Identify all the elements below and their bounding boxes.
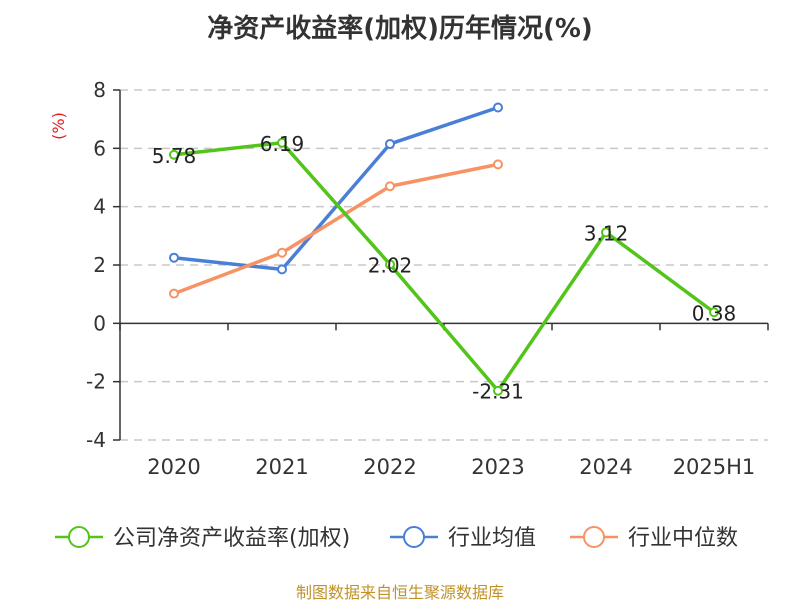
data-point	[385, 259, 395, 270]
data-point	[277, 247, 287, 258]
x-tick-label: 2021	[255, 455, 308, 479]
data-point	[169, 252, 179, 263]
legend-item: 行业中位数	[570, 526, 738, 551]
y-tick-label: 0	[93, 311, 106, 335]
data-point	[709, 307, 719, 318]
data-label: 5.78	[152, 144, 197, 168]
series-line	[173, 105, 499, 272]
data-point	[169, 149, 179, 160]
data-point	[493, 385, 503, 396]
series-layer	[169, 102, 719, 396]
series-1	[169, 102, 503, 275]
x-tick-label: 2024	[579, 455, 632, 479]
legend-marker	[68, 526, 90, 548]
y-axis-label: (%)	[49, 112, 68, 140]
data-point	[493, 159, 503, 170]
y-tick-label: -2	[86, 370, 106, 394]
axis-layer: -4 -2 0 2 4 6 8 (%) 2020 2021 2022 2023 2024 2025H1	[49, 78, 769, 479]
y-tick-label: 2	[93, 253, 106, 277]
data-point	[277, 137, 287, 148]
x-tick-label: 2025H1	[673, 455, 756, 479]
legend-item: 行业均值	[390, 526, 536, 551]
chart-title: 净资产收益率(加权)历年情况(%)	[207, 14, 593, 44]
data-label: 2.02	[368, 253, 413, 277]
data-label: 6.19	[260, 132, 305, 156]
data-source-note: 制图数据来自恒生聚源数据库	[295, 583, 504, 602]
y-tick-label: 8	[93, 78, 106, 102]
x-tick-label: 2023	[471, 455, 524, 479]
legend-label: 行业均值	[448, 526, 536, 551]
legend-marker	[403, 526, 425, 548]
data-label: 0.38	[692, 301, 737, 325]
legend-marker	[583, 526, 605, 548]
data-point	[601, 227, 611, 238]
data-point	[169, 288, 179, 299]
series-2	[169, 159, 503, 299]
data-point	[493, 102, 503, 113]
legend: 公司净资产收益率(加权) 行业均值 行业中位数	[55, 526, 738, 551]
legend-label: 行业中位数	[628, 526, 738, 551]
data-point	[277, 264, 287, 275]
series-0	[169, 137, 719, 396]
x-tick-label: 2022	[363, 455, 416, 479]
y-tick-label: 6	[93, 136, 106, 160]
series-line	[173, 141, 716, 393]
grid-layer	[120, 89, 768, 441]
data-label: -2.31	[472, 380, 524, 404]
y-tick-label: -4	[86, 428, 106, 452]
series-line	[173, 162, 499, 296]
legend-item: 公司净资产收益率(加权)	[55, 526, 350, 551]
data-point	[385, 138, 395, 149]
legend-label: 公司净资产收益率(加权)	[113, 526, 350, 551]
data-label-layer: 5.78 6.19 2.02 -2.31 3.12 0.38	[152, 132, 737, 404]
data-label: 3.12	[584, 221, 629, 245]
data-point	[385, 181, 395, 192]
x-tick-label: 2020	[147, 455, 200, 479]
y-tick-label: 4	[93, 195, 106, 219]
